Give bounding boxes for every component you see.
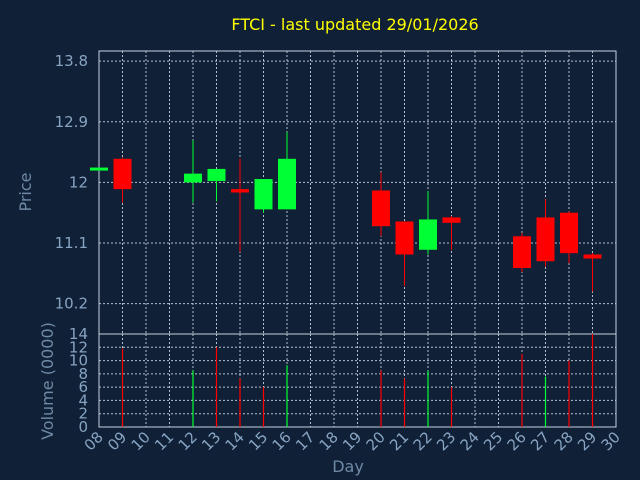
volume-tick-label: 4 <box>78 391 88 409</box>
day-tick-label: 26 <box>504 428 530 454</box>
day-tick-label: 30 <box>598 428 624 454</box>
volume-tick-label: 2 <box>78 405 88 423</box>
day-tick-label: 17 <box>292 428 318 454</box>
day-tick-label: 28 <box>551 428 577 454</box>
day-tick-label: 13 <box>198 428 224 454</box>
candle-body <box>90 167 108 171</box>
chart-title: FTCI - last updated 29/01/2026 <box>231 15 478 34</box>
day-tick-label: 19 <box>339 428 365 454</box>
day-tick-label: 29 <box>574 428 600 454</box>
candle-body <box>513 236 531 268</box>
day-tick-label: 27 <box>527 428 553 454</box>
candle-body <box>442 217 461 223</box>
day-tick-label: 11 <box>151 428 177 454</box>
volume-tick-label: 6 <box>78 378 88 396</box>
day-tick-label: 20 <box>363 428 389 454</box>
price-axis-label: Price <box>16 172 35 211</box>
volume-axis-label: Volume (0000) <box>38 322 57 440</box>
candle-body <box>560 212 578 254</box>
candle-body <box>254 179 273 210</box>
candle-body <box>536 217 555 262</box>
day-tick-label: 23 <box>433 428 459 454</box>
day-axis-label: Day <box>332 457 364 476</box>
day-tick-label: 21 <box>386 428 412 454</box>
price-tick-label: 11.1 <box>55 234 88 252</box>
candle-body <box>207 168 226 182</box>
candle-body <box>113 158 132 190</box>
candle-body <box>395 221 414 255</box>
volume-panel: 1412108642008091011121314151617181920212… <box>69 325 624 454</box>
candle-body <box>278 158 296 210</box>
volume-tick-label: 0 <box>78 418 88 436</box>
day-tick-label: 09 <box>104 428 130 454</box>
candle-body <box>184 173 202 183</box>
day-tick-label: 18 <box>316 428 342 454</box>
day-tick-label: 12 <box>175 428 201 454</box>
candle-body <box>372 190 390 227</box>
day-tick-label: 24 <box>457 428 483 454</box>
price-panel: 13.8 12.9 12 11.1 10.2 <box>55 50 617 335</box>
day-tick-label: 14 <box>222 428 248 454</box>
candle-body <box>231 189 249 193</box>
volume-tick-label: 10 <box>69 352 88 370</box>
candle-body <box>419 219 437 250</box>
volume-tick-label: 14 <box>69 325 88 343</box>
price-tick-label: 10.2 <box>55 295 88 313</box>
volume-tick-label: 8 <box>78 365 88 383</box>
day-tick-label: 22 <box>410 428 436 454</box>
price-tick-label: 12 <box>69 173 88 191</box>
volume-tick-label: 12 <box>69 338 88 356</box>
price-tick-label: 12.9 <box>55 113 88 131</box>
day-tick-label: 15 <box>245 428 271 454</box>
day-tick-label: 25 <box>480 428 506 454</box>
price-tick-label: 13.8 <box>55 52 88 70</box>
day-tick-label: 16 <box>269 428 295 454</box>
candle-body <box>583 254 602 259</box>
day-tick-label: 10 <box>128 428 154 454</box>
